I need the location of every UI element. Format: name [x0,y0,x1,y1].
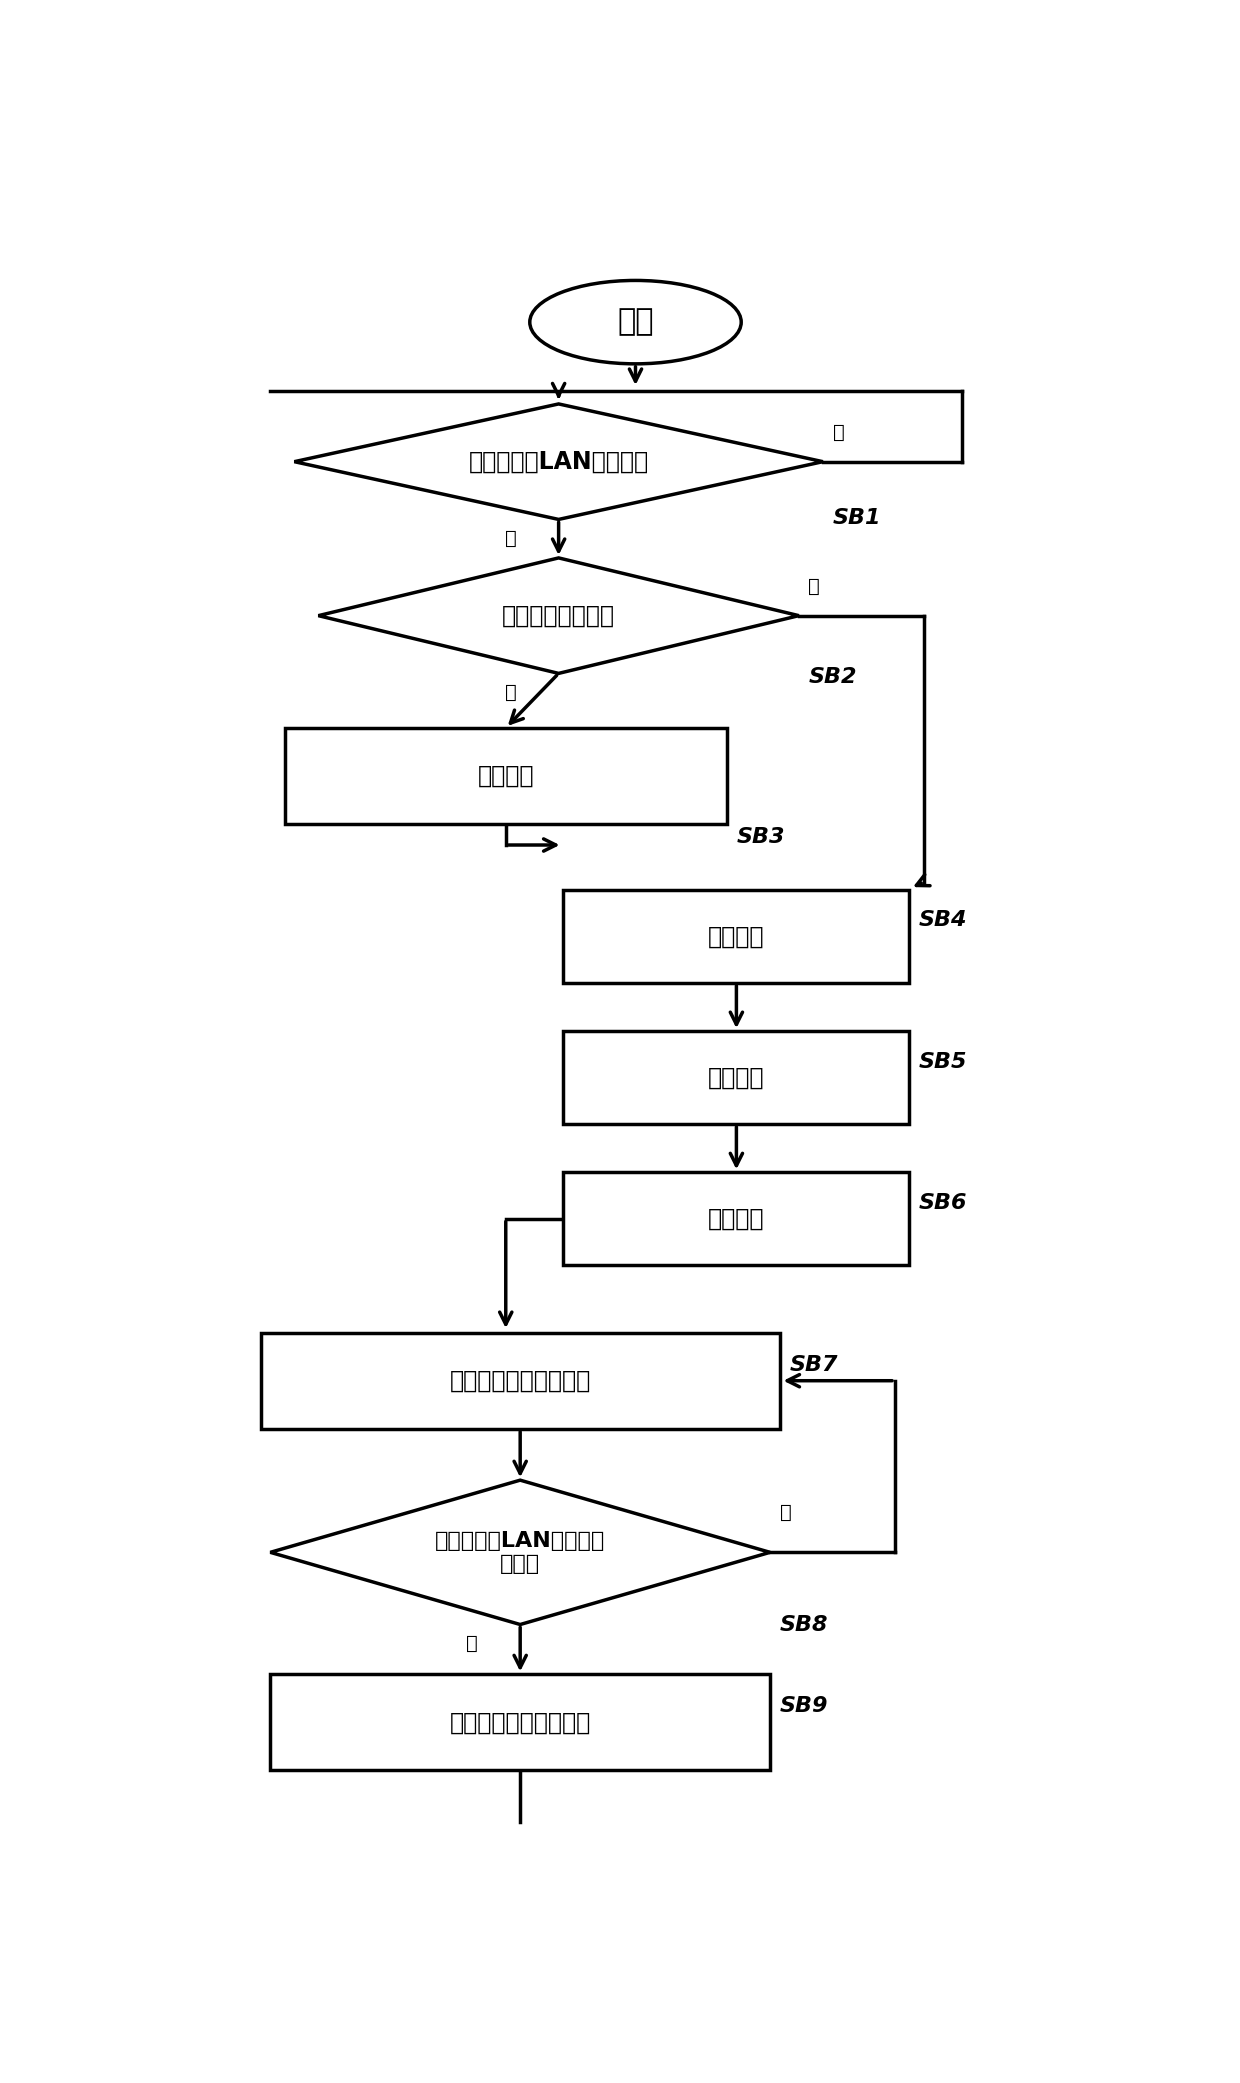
Text: 记录密码: 记录密码 [708,1206,765,1231]
Text: 将无线通信功能有效化: 将无线通信功能有效化 [450,1369,590,1394]
Text: 决定密码: 决定密码 [708,1066,765,1089]
Bar [563,889,909,983]
Text: SB3: SB3 [737,827,785,848]
Text: 解除了无线LAN适配器的
连接？: 解除了无线LAN适配器的 连接？ [435,1531,605,1575]
Text: SB6: SB6 [919,1194,967,1212]
Text: 将无线通信功能无效化: 将无线通信功能无效化 [450,1710,590,1735]
Text: 否: 否 [780,1502,791,1523]
Bar [260,1333,780,1429]
Text: SB9: SB9 [780,1696,828,1716]
Polygon shape [294,404,823,519]
Text: 连接了无线LAN适配器？: 连接了无线LAN适配器？ [469,450,649,473]
Bar [563,1031,909,1125]
Text: SB1: SB1 [832,508,880,527]
Bar [270,1675,770,1771]
Text: 开始: 开始 [618,308,653,337]
Polygon shape [319,558,799,673]
Text: SB4: SB4 [919,910,967,931]
Ellipse shape [529,281,742,365]
Bar [563,1173,909,1264]
Text: SB5: SB5 [919,1052,967,1071]
Polygon shape [270,1481,770,1625]
Text: 是: 是 [505,683,516,702]
Text: 预先设定了密码？: 预先设定了密码？ [502,604,615,627]
Text: SB2: SB2 [808,667,857,687]
Text: 否: 否 [832,423,844,442]
Text: 是: 是 [466,1635,477,1654]
Text: 否: 否 [808,577,820,596]
Text: SB7: SB7 [789,1354,838,1375]
Text: 是: 是 [505,529,516,548]
Text: 决定密码: 决定密码 [477,764,534,787]
Text: 生成密码: 生成密码 [708,925,765,948]
Bar [285,727,727,825]
Text: SB8: SB8 [780,1614,828,1635]
